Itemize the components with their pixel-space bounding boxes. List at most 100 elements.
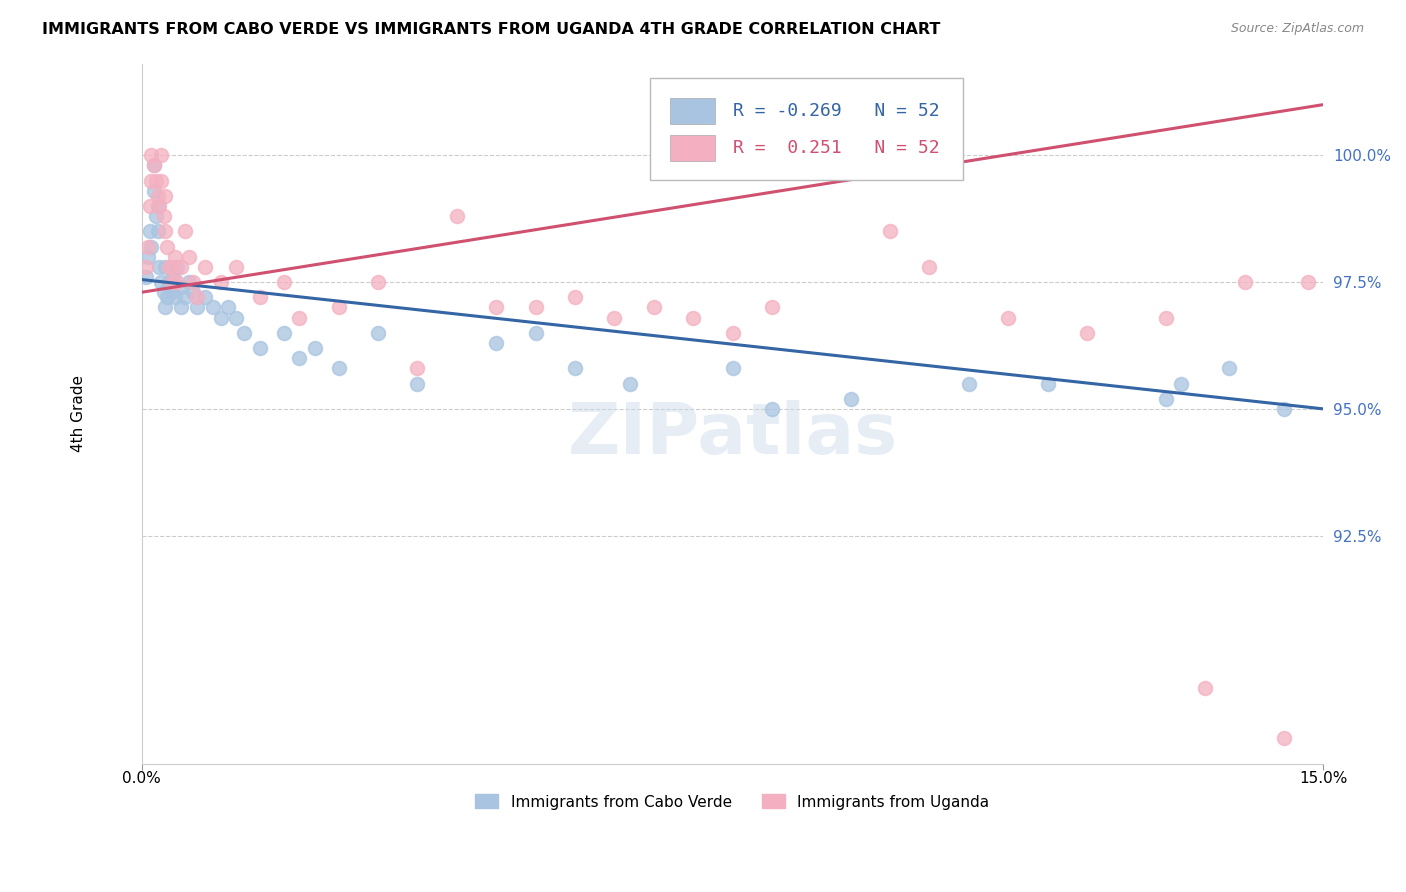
Point <box>879 224 901 238</box>
Text: R =  0.251   N = 52: R = 0.251 N = 52 <box>733 139 939 157</box>
Point <box>225 260 247 274</box>
Point <box>217 301 239 315</box>
Point <box>142 159 165 173</box>
Point <box>170 301 193 315</box>
Point <box>957 376 980 391</box>
Point <box>682 310 704 325</box>
Point <box>153 209 176 223</box>
Point <box>170 260 193 274</box>
Point <box>721 361 744 376</box>
Point <box>166 275 188 289</box>
Point <box>155 189 177 203</box>
Point <box>918 260 941 274</box>
Point <box>163 290 186 304</box>
Point <box>155 301 177 315</box>
Point <box>177 275 200 289</box>
Text: 15.0%: 15.0% <box>1299 772 1347 787</box>
Point <box>160 285 183 300</box>
Point <box>839 392 862 406</box>
Point <box>145 209 167 223</box>
Point <box>406 376 429 391</box>
Point <box>1154 392 1177 406</box>
Point <box>249 290 271 304</box>
Point <box>142 159 165 173</box>
Point <box>163 250 186 264</box>
Point <box>721 326 744 340</box>
Point <box>643 301 665 315</box>
Text: IMMIGRANTS FROM CABO VERDE VS IMMIGRANTS FROM UGANDA 4TH GRADE CORRELATION CHART: IMMIGRANTS FROM CABO VERDE VS IMMIGRANTS… <box>42 22 941 37</box>
Point <box>138 199 160 213</box>
Text: ZIPatlas: ZIPatlas <box>568 401 897 469</box>
Text: 0.0%: 0.0% <box>122 772 162 787</box>
Point <box>1218 361 1240 376</box>
Point <box>135 260 157 274</box>
Point <box>153 285 176 300</box>
Point <box>273 275 295 289</box>
Point <box>233 326 256 340</box>
Point <box>181 285 204 300</box>
Y-axis label: 4th Grade: 4th Grade <box>72 376 86 452</box>
FancyBboxPatch shape <box>669 97 714 124</box>
Point <box>524 326 547 340</box>
Point <box>157 260 180 274</box>
Point <box>194 290 217 304</box>
Point <box>249 341 271 355</box>
Point <box>564 361 586 376</box>
Point <box>186 301 208 315</box>
Point <box>603 310 626 325</box>
FancyBboxPatch shape <box>650 78 963 179</box>
Point <box>157 275 180 289</box>
Point <box>135 270 157 285</box>
FancyBboxPatch shape <box>669 135 714 161</box>
Point <box>174 290 197 304</box>
Text: Source: ZipAtlas.com: Source: ZipAtlas.com <box>1230 22 1364 36</box>
Point <box>186 290 208 304</box>
Point <box>761 301 783 315</box>
Point <box>485 335 508 350</box>
Point <box>155 260 177 274</box>
Point <box>997 310 1019 325</box>
Point <box>181 275 204 289</box>
Point <box>406 361 429 376</box>
Point <box>194 260 217 274</box>
Point <box>225 310 247 325</box>
Point <box>446 209 468 223</box>
Text: R = -0.269   N = 52: R = -0.269 N = 52 <box>733 102 939 120</box>
Point <box>136 250 159 264</box>
Point <box>564 290 586 304</box>
Point <box>146 199 169 213</box>
Point <box>156 290 179 304</box>
Point <box>1170 376 1192 391</box>
Point <box>162 260 184 274</box>
Point <box>160 275 183 289</box>
Point <box>328 361 350 376</box>
Point <box>150 275 173 289</box>
Point <box>524 301 547 315</box>
Point <box>209 310 232 325</box>
Point <box>142 184 165 198</box>
Point <box>1272 731 1295 746</box>
Point <box>141 174 163 188</box>
Point <box>485 301 508 315</box>
Point <box>273 326 295 340</box>
Point <box>148 260 170 274</box>
Point <box>209 275 232 289</box>
Point <box>174 224 197 238</box>
Point <box>1076 326 1098 340</box>
Legend: Immigrants from Cabo Verde, Immigrants from Uganda: Immigrants from Cabo Verde, Immigrants f… <box>470 789 995 815</box>
Point <box>1036 376 1059 391</box>
Point <box>150 174 173 188</box>
Point <box>155 224 177 238</box>
Point <box>145 174 167 188</box>
Point <box>177 250 200 264</box>
Point <box>761 401 783 416</box>
Point <box>170 280 193 294</box>
Point <box>1194 681 1216 695</box>
Point <box>166 260 188 274</box>
Point <box>1296 275 1319 289</box>
Point <box>1233 275 1256 289</box>
Point <box>619 376 641 391</box>
Point <box>288 310 311 325</box>
Point <box>201 301 224 315</box>
Point <box>148 199 170 213</box>
